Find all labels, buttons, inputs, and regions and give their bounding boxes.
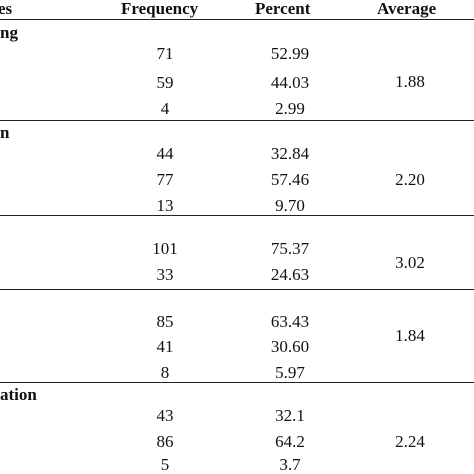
percent-cell: 24.63 [270, 265, 310, 284]
frequency-cell: 33 [156, 265, 174, 284]
section-divider [0, 120, 474, 121]
frequency-cell: 41 [156, 337, 174, 356]
frequency-cell: 44 [156, 144, 174, 163]
frequency-cell: 43 [156, 406, 174, 425]
percent-cell: 32.84 [270, 144, 310, 163]
section-divider [0, 215, 474, 216]
section-label: ation [0, 385, 37, 404]
section-divider [0, 289, 474, 290]
percent-cell: 5.97 [275, 363, 305, 382]
frequency-cell: 59 [156, 73, 174, 92]
frequency-cell: 13 [156, 196, 174, 215]
percent-cell: 3.7 [279, 455, 301, 474]
frequency-cell: 4 [160, 99, 170, 118]
section-label: ng [0, 23, 18, 42]
section-divider [0, 382, 474, 383]
percent-cell: 52.99 [270, 44, 310, 63]
frequency-cell: 77 [156, 170, 174, 189]
frequency-cell: 71 [156, 44, 174, 63]
average-cell: 2.20 [395, 170, 425, 189]
percent-cell: 75.37 [270, 239, 310, 258]
average-cell: 1.88 [395, 72, 425, 91]
frequency-cell: 101 [152, 239, 178, 258]
header-average: Average [377, 0, 437, 18]
percent-cell: 9.70 [275, 196, 305, 215]
percent-cell: 63.43 [270, 312, 310, 331]
frequency-cell: 5 [160, 455, 170, 474]
header-rule [0, 19, 474, 20]
header-variables: es [0, 0, 13, 18]
percent-cell: 44.03 [270, 73, 310, 92]
header-percent: Percent [255, 0, 311, 18]
average-cell: 1.84 [395, 326, 425, 345]
average-cell: 2.24 [395, 432, 425, 451]
percent-cell: 30.60 [270, 337, 310, 356]
header-frequency: Frequency [121, 0, 199, 18]
frequency-cell: 85 [156, 312, 174, 331]
percent-cell: 32.1 [275, 406, 305, 425]
frequency-cell: 8 [160, 363, 170, 382]
frequency-cell: 86 [156, 432, 174, 451]
percent-cell: 57.46 [270, 170, 310, 189]
percent-cell: 64.2 [275, 432, 305, 451]
average-cell: 3.02 [395, 253, 425, 272]
percent-cell: 2.99 [275, 99, 305, 118]
section-label: n [0, 123, 10, 142]
